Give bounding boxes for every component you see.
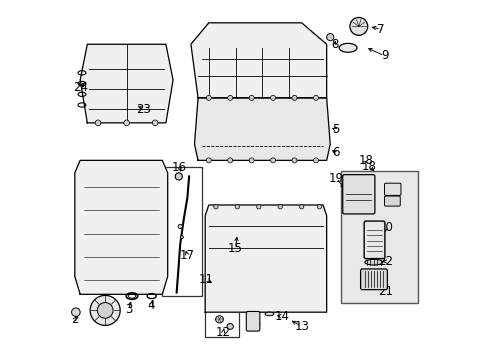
Circle shape bbox=[206, 158, 211, 163]
Circle shape bbox=[227, 158, 232, 163]
FancyBboxPatch shape bbox=[364, 221, 384, 258]
FancyBboxPatch shape bbox=[246, 311, 259, 331]
Text: 7: 7 bbox=[376, 23, 384, 36]
Text: 24: 24 bbox=[73, 81, 88, 94]
Circle shape bbox=[235, 204, 239, 209]
Text: 20: 20 bbox=[378, 221, 392, 234]
Circle shape bbox=[248, 95, 254, 100]
FancyBboxPatch shape bbox=[342, 175, 374, 214]
Text: 18: 18 bbox=[361, 160, 375, 173]
Text: 15: 15 bbox=[228, 242, 243, 255]
Circle shape bbox=[256, 204, 261, 209]
Circle shape bbox=[213, 204, 218, 209]
Text: 2: 2 bbox=[71, 313, 79, 326]
Polygon shape bbox=[190, 23, 326, 98]
Text: 16: 16 bbox=[172, 161, 186, 174]
Polygon shape bbox=[194, 98, 329, 160]
Text: 8: 8 bbox=[330, 38, 338, 51]
Text: 14: 14 bbox=[274, 310, 289, 323]
FancyBboxPatch shape bbox=[384, 196, 400, 206]
Circle shape bbox=[278, 204, 282, 209]
Circle shape bbox=[227, 95, 232, 100]
Text: 5: 5 bbox=[331, 123, 339, 136]
Circle shape bbox=[206, 95, 211, 100]
Ellipse shape bbox=[364, 259, 382, 265]
FancyBboxPatch shape bbox=[205, 278, 239, 337]
Circle shape bbox=[349, 18, 367, 35]
Ellipse shape bbox=[215, 316, 223, 323]
Ellipse shape bbox=[339, 43, 356, 52]
Text: 11: 11 bbox=[198, 273, 213, 286]
FancyBboxPatch shape bbox=[162, 167, 201, 296]
Text: 9: 9 bbox=[380, 49, 387, 62]
Ellipse shape bbox=[264, 312, 273, 316]
Text: 6: 6 bbox=[331, 147, 339, 159]
Circle shape bbox=[248, 158, 254, 163]
Circle shape bbox=[317, 204, 321, 209]
Circle shape bbox=[178, 224, 182, 229]
Circle shape bbox=[299, 204, 303, 209]
Circle shape bbox=[313, 158, 318, 163]
Circle shape bbox=[95, 120, 101, 126]
Circle shape bbox=[326, 33, 333, 41]
Circle shape bbox=[180, 236, 183, 239]
Circle shape bbox=[313, 95, 318, 100]
Text: 1: 1 bbox=[96, 313, 103, 326]
FancyBboxPatch shape bbox=[340, 171, 417, 303]
Circle shape bbox=[175, 173, 182, 180]
Circle shape bbox=[270, 158, 275, 163]
FancyBboxPatch shape bbox=[360, 269, 386, 290]
Text: 10: 10 bbox=[246, 318, 262, 331]
Text: 3: 3 bbox=[124, 303, 132, 316]
Text: 13: 13 bbox=[294, 320, 308, 333]
Text: 19: 19 bbox=[328, 172, 344, 185]
Circle shape bbox=[71, 308, 80, 316]
Circle shape bbox=[97, 302, 113, 318]
Polygon shape bbox=[205, 205, 326, 312]
Polygon shape bbox=[75, 160, 167, 294]
Text: 18: 18 bbox=[358, 154, 373, 167]
Circle shape bbox=[270, 95, 275, 100]
Circle shape bbox=[291, 158, 296, 163]
Text: 4: 4 bbox=[147, 298, 154, 311]
Text: 22: 22 bbox=[378, 255, 393, 268]
Text: 12: 12 bbox=[215, 327, 230, 339]
FancyBboxPatch shape bbox=[384, 183, 400, 195]
Circle shape bbox=[152, 120, 158, 126]
Ellipse shape bbox=[226, 324, 233, 329]
Text: 23: 23 bbox=[136, 103, 151, 116]
Polygon shape bbox=[80, 44, 173, 123]
Text: 21: 21 bbox=[378, 285, 393, 298]
Circle shape bbox=[291, 95, 296, 100]
Circle shape bbox=[90, 296, 120, 325]
Circle shape bbox=[123, 120, 129, 126]
Text: 17: 17 bbox=[180, 249, 194, 262]
